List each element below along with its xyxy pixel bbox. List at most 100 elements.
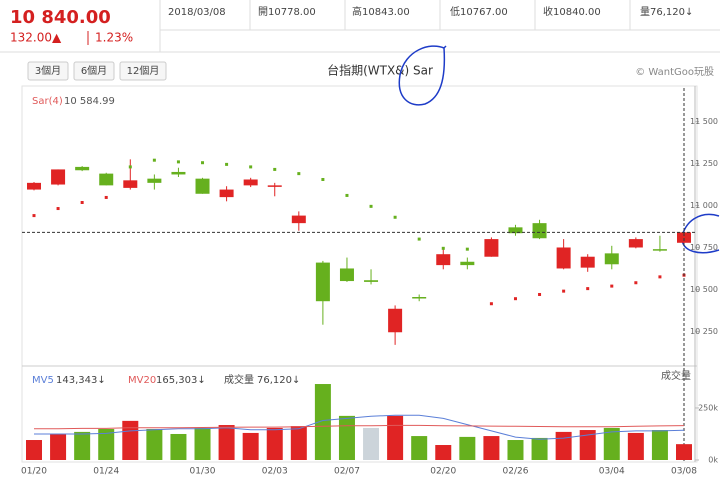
candle-body	[412, 297, 427, 299]
volume-bar	[290, 426, 307, 460]
y-tick-label: 11 500	[690, 117, 718, 126]
volume-bar	[579, 430, 596, 460]
volume-bar	[483, 436, 500, 460]
candle-body	[75, 166, 90, 171]
volume-bar	[314, 384, 331, 460]
range-button[interactable]	[27, 61, 69, 81]
candle-body	[27, 182, 41, 190]
y-tick-label: 10 250	[690, 327, 718, 336]
volume: 量76,120↓	[640, 6, 693, 18]
sar-dot	[201, 161, 205, 165]
volume-bar	[122, 420, 139, 460]
y-tick-label: 11 250	[690, 159, 718, 168]
range-button-label[interactable]: 3個月	[35, 64, 61, 77]
panel-label: 成交量	[661, 369, 691, 382]
sar-dot	[345, 193, 349, 197]
sar-dot	[297, 172, 301, 176]
x-tick-label: 03/08	[671, 467, 697, 477]
range-button-label[interactable]: 12個月	[127, 64, 160, 77]
x-tick-label: 01/20	[21, 467, 47, 477]
sar-dot	[56, 207, 60, 211]
y-tick-label: 11 000	[690, 201, 718, 210]
sar-dot	[417, 237, 421, 241]
x-tick-label: 02/26	[503, 467, 529, 477]
candle-body	[339, 268, 354, 282]
sar-dot	[562, 289, 566, 293]
sar-dot	[658, 275, 662, 279]
x-tick-label: 03/04	[599, 467, 625, 477]
candle-body	[580, 256, 595, 268]
legend-value: 143,343↓	[56, 375, 106, 386]
volume-bar	[627, 432, 644, 460]
volume-bar	[338, 415, 355, 460]
candle-body	[195, 178, 210, 194]
candle-body	[364, 280, 379, 282]
x-tick-label: 01/24	[93, 467, 119, 477]
moving-average-line	[34, 424, 685, 430]
sar-dot	[32, 214, 36, 218]
moving-average-line	[34, 414, 685, 440]
percent: 1.23%	[95, 31, 133, 45]
candle-body	[652, 249, 667, 251]
legend-name: MV20	[128, 375, 156, 386]
change: 132.00▲	[10, 31, 62, 45]
candle-body	[267, 185, 282, 187]
sar-dot	[369, 204, 373, 208]
sar-dot	[610, 284, 614, 288]
volume-bar	[50, 433, 67, 460]
candle-body	[291, 215, 306, 224]
sar-dot	[538, 292, 542, 296]
volume-bar	[531, 437, 548, 460]
sar-dot	[273, 167, 277, 171]
sar-value: 10 584.99	[64, 96, 115, 107]
copyright: © WantGoo玩股	[635, 66, 714, 78]
sar-dot	[225, 162, 229, 166]
volume-bar	[411, 436, 428, 460]
volume-bar	[194, 427, 211, 460]
high: 高10843.00	[352, 5, 410, 18]
sar-dot	[441, 246, 445, 250]
y-tick-label: 0k	[708, 456, 718, 465]
sar-dot	[634, 281, 638, 285]
sar-dot	[249, 165, 253, 169]
open: 開10778.00	[258, 6, 316, 18]
volume-bar	[651, 430, 668, 460]
volume-bar	[603, 427, 620, 460]
range-button-label[interactable]: 6個月	[81, 64, 107, 77]
volume-bar	[170, 433, 187, 460]
sar-dot	[321, 177, 325, 181]
y-tick-label: 10 500	[690, 285, 718, 294]
volume-bar	[435, 445, 452, 460]
candle-body	[243, 179, 258, 186]
candle-body	[219, 189, 234, 198]
volume-bar	[555, 431, 572, 460]
candle-body	[604, 253, 619, 265]
sar-dot	[176, 160, 180, 164]
volume-bar	[98, 428, 115, 460]
volume-bar	[676, 444, 692, 460]
candle-body	[508, 227, 523, 234]
sar-dot	[152, 158, 156, 162]
volume-bar	[459, 436, 476, 460]
candle-body	[171, 171, 186, 175]
chart-title: 台指期(WTX&) Sar	[327, 63, 433, 78]
y-tick-label: 250k	[698, 403, 718, 412]
candle-body	[388, 308, 403, 333]
x-tick-label: 02/03	[262, 467, 288, 477]
y-tick-label: 10 750	[690, 243, 718, 252]
sar-dot	[104, 195, 108, 199]
volume-bar	[242, 432, 259, 460]
sar-dot	[128, 165, 132, 169]
candle-body	[677, 232, 691, 243]
legend-name: 成交量	[224, 373, 254, 386]
plot-frame	[21, 85, 698, 463]
sar-dot	[489, 302, 493, 306]
range-button[interactable]	[73, 61, 115, 81]
candle-body	[147, 178, 162, 183]
volume-bar	[74, 431, 91, 460]
legend-name: MV5	[32, 375, 54, 386]
sar-dot	[393, 215, 397, 219]
range-button[interactable]	[119, 61, 167, 81]
